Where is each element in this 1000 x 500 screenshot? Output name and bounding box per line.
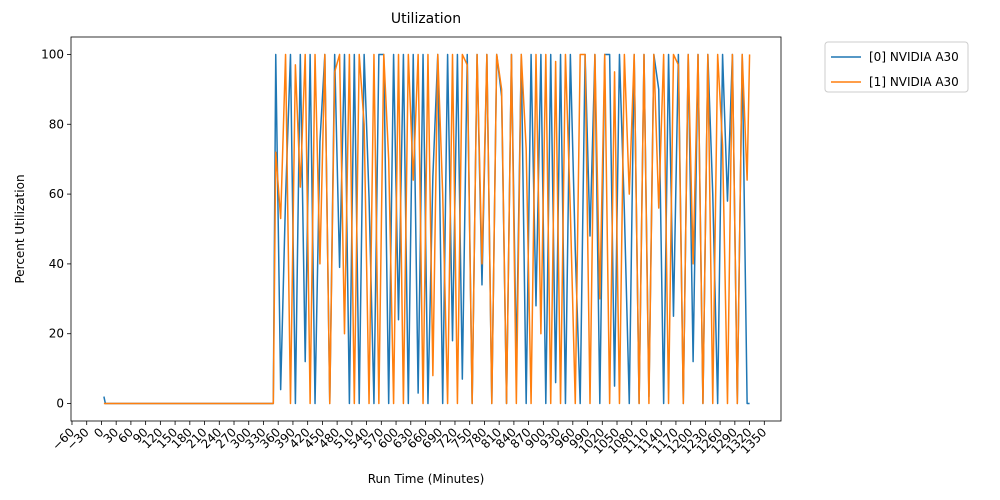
y-tick-label: 40 (49, 257, 64, 271)
x-axis-label: Run Time (Minutes) (368, 472, 485, 486)
y-tick-label: 80 (49, 117, 64, 131)
legend (824, 41, 969, 93)
y-tick-label: 0 (56, 397, 64, 411)
legend-label: [1] NVIDIA A30 (869, 75, 959, 89)
legend-label: [0] NVIDIA A30 (869, 50, 959, 64)
chart-title: Utilization (391, 11, 461, 27)
y-tick-label: 60 (49, 187, 64, 201)
plot-frame (70, 36, 782, 422)
y-tick-label: 100 (41, 47, 64, 61)
y-tick-label: 20 (49, 327, 64, 341)
series-line (103, 53, 751, 405)
y-axis-label: Percent Utilization (13, 174, 27, 283)
